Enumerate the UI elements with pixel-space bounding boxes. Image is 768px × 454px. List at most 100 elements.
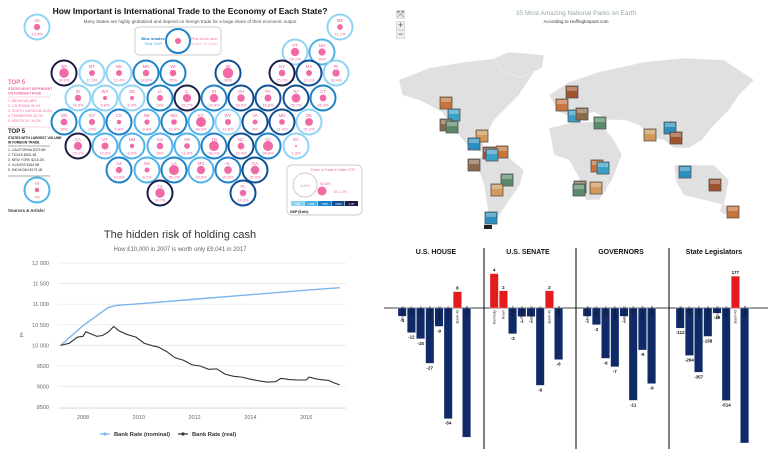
state-tile-mt[interactable]: MT 11.9% — [78, 59, 106, 87]
state-tile-hi[interactable]: HI 7% — [23, 176, 51, 204]
fit-map-button[interactable]: ⤧ — [396, 9, 405, 19]
state-tile-nj[interactable]: NJ 26.7% — [282, 84, 310, 112]
state-abbr: WI — [170, 64, 175, 69]
state-tile-nm[interactable]: NM 6.5% — [118, 132, 146, 160]
state-tile-ca[interactable]: CA 23.1% — [64, 132, 92, 160]
state-tile-al[interactable]: AL 20.6% — [214, 156, 242, 184]
national-parks-map[interactable]: 35 Most Amazing National Parks on Earth … — [384, 0, 768, 225]
state-tile-id[interactable]: ID 14.3% — [64, 84, 92, 112]
park-photo-marker[interactable] — [467, 137, 481, 151]
state-tile-az[interactable]: AZ 14.5% — [105, 156, 133, 184]
state-tile-va[interactable]: VA 9% — [241, 108, 269, 136]
bar-kennedy — [489, 273, 499, 309]
bar-value-label: -1 — [520, 319, 524, 324]
state-tile-md[interactable]: MD 11.4% — [268, 108, 296, 136]
park-photo-marker[interactable] — [575, 107, 589, 121]
share-title: Share of Trade in State GDP — [310, 168, 355, 172]
panel-title: U.S. HOUSE — [416, 249, 457, 256]
bar-value-label: -158 — [703, 338, 713, 343]
state-trade-svg: How Important is International Trade to … — [8, 6, 363, 216]
zoom-in-button[interactable]: + — [396, 20, 405, 30]
state-tile-sd[interactable]: SD 5.3% — [118, 84, 146, 112]
park-photo-marker[interactable] — [439, 96, 453, 110]
park-markers[interactable] — [439, 85, 740, 225]
state-tile-ak[interactable]: AK 13.4% — [23, 13, 51, 41]
park-photo-marker[interactable] — [565, 85, 579, 99]
park-photo-marker[interactable] — [467, 158, 481, 172]
state-tile-ga[interactable]: GA 25.5% — [241, 156, 269, 184]
state-tile-oh[interactable]: OH 19.6% — [227, 84, 255, 112]
state-tile-ky[interactable]: KY 34.3% — [187, 108, 215, 136]
park-photo-marker[interactable] — [643, 128, 657, 142]
state-tile-tx[interactable]: TX 30.7% — [146, 179, 174, 207]
park-photo-marker[interactable] — [708, 178, 722, 192]
state-tile-ct[interactable]: CT 16.3% — [309, 84, 337, 112]
state-share: 11.1% — [334, 32, 345, 37]
bar-value-label: -2 — [594, 327, 598, 332]
park-photo-marker[interactable] — [589, 181, 603, 195]
state-tile-fl[interactable]: FL 14.3% — [229, 179, 257, 207]
state-tile-ut[interactable]: UT 17.2% — [91, 132, 119, 160]
state-tile-ok[interactable]: OK 8.7% — [133, 156, 161, 184]
state-tile-wy[interactable]: WY 5.8% — [91, 84, 119, 112]
state-tile-il[interactable]: IL 23.7% — [173, 84, 201, 112]
state-tile-sc[interactable]: SC 34.8% — [254, 132, 282, 160]
state-tile-ks[interactable]: KS 15% — [146, 132, 174, 160]
state-tile-ms[interactable]: MS 23.5% — [187, 156, 215, 184]
park-photo-marker[interactable] — [445, 120, 459, 134]
park-photo-marker[interactable] — [669, 131, 683, 145]
state-tile-pa[interactable]: PA 16.8% — [254, 84, 282, 112]
state-tile-la[interactable]: LA 35.1% — [160, 156, 188, 184]
state-tile-ne[interactable]: NE 9.4% — [133, 108, 161, 136]
park-photo-marker[interactable] — [485, 148, 499, 162]
cash-line-chart: The hidden risk of holding cash How £10,… — [0, 220, 384, 449]
state-tile-ny[interactable]: NY 15.1% — [268, 59, 296, 87]
state-tile-dc[interactable]: DC 1.3% — [282, 132, 310, 160]
state-tile-vt[interactable]: VT 24.1% — [281, 38, 309, 66]
state-tile-nv[interactable]: NV 13% — [78, 108, 106, 136]
legend-item[interactable]: Bank Rate (nominal) — [114, 432, 170, 438]
state-tile-nc[interactable]: NC 16.4% — [227, 132, 255, 160]
state-abbr: KY — [198, 113, 204, 118]
state-tile-in[interactable]: IN 24.6% — [200, 84, 228, 112]
park-photo-marker[interactable] — [593, 116, 607, 130]
state-tile-mn[interactable]: MN 14.8% — [132, 59, 160, 87]
state-tile-de[interactable]: DE 21.2% — [295, 108, 323, 136]
state-tile-mi[interactable]: MI 38% — [214, 59, 242, 87]
park-photo-marker[interactable] — [447, 108, 461, 122]
party-seat-loss-chart: U.S. HOUSE -4 Kennedy -12 Nixon -15 Carter -27 R… — [384, 225, 768, 449]
category-label: Kennedy — [401, 306, 405, 320]
state-share: 12.9% — [222, 127, 234, 132]
state-share: 16.3% — [317, 103, 329, 108]
park-photo-marker[interactable] — [596, 161, 610, 175]
state-tile-ri[interactable]: RI 18.4% — [322, 59, 350, 87]
state-tile-or[interactable]: OR 16% — [50, 108, 78, 136]
top5-title: TOP 5 — [8, 129, 26, 135]
state-tile-nh[interactable]: NH 18% — [308, 38, 336, 66]
state-tile-wv[interactable]: WV 12.9% — [214, 108, 242, 136]
zoom-out-button[interactable]: − — [396, 29, 405, 39]
world-map-svg[interactable]: 35 Most Amazing National Parks on Earth … — [384, 0, 768, 225]
state-tile-co[interactable]: CO 6.8% — [105, 108, 133, 136]
state-tile-me[interactable]: ME 11.1% — [326, 13, 354, 41]
bar-value-label: -27 — [427, 365, 434, 370]
state-tile-ma[interactable]: MA 12.1% — [295, 59, 323, 87]
state-tile-wa[interactable]: WA 30.9% — [50, 59, 78, 87]
legend-item[interactable]: Bank Rate (real) — [192, 432, 236, 438]
state-tile-tn[interactable]: TN 34.7% — [200, 132, 228, 160]
park-photo-marker[interactable] — [678, 165, 692, 179]
gdp-tier — [291, 201, 304, 206]
park-photo-marker[interactable] — [490, 183, 504, 197]
park-photo-marker[interactable] — [572, 183, 586, 197]
bar-value-label: -514 — [722, 403, 732, 408]
park-photo-marker[interactable] — [555, 98, 569, 112]
state-tile-wi[interactable]: WI 15% — [159, 59, 187, 87]
park-photo-marker[interactable] — [500, 173, 514, 187]
state-tile-ia[interactable]: IA 13% — [146, 84, 174, 112]
state-tile-nd[interactable]: ND 12.4% — [105, 59, 133, 87]
state-tile-mo[interactable]: MO 10.9% — [160, 108, 188, 136]
park-photo-marker[interactable] — [726, 205, 740, 219]
state-tile-ar[interactable]: AR 11.6% — [173, 132, 201, 160]
park-photo-marker[interactable] — [484, 211, 498, 225]
bar-value-label: 2 — [502, 285, 505, 290]
